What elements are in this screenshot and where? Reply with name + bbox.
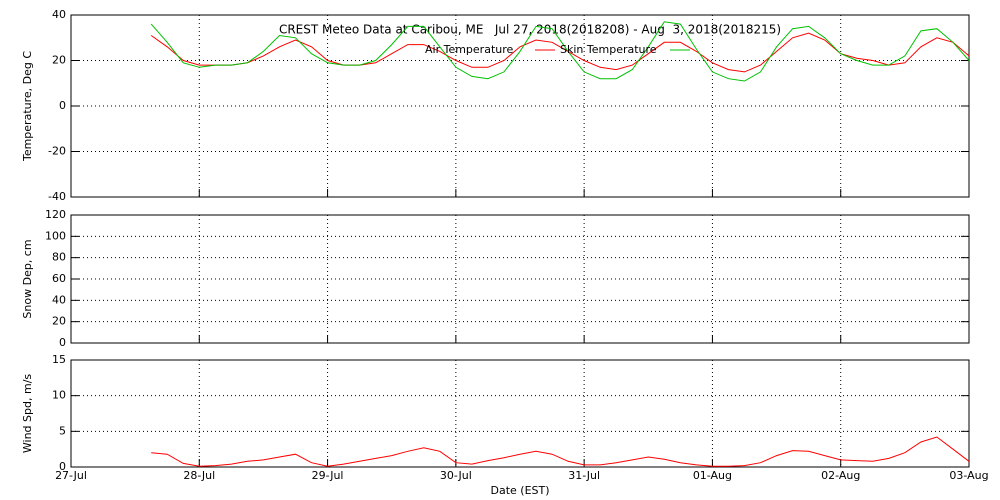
y-tick-label: 20 — [52, 54, 66, 67]
chart-title: CREST Meteo Data at Caribou, ME Jul 27, … — [279, 23, 781, 37]
x-axis-title: Date (EST) — [490, 484, 549, 497]
x-tick-label: 30-Jul — [440, 469, 472, 482]
x-tick-label: 01-Aug — [693, 469, 732, 482]
x-tick-label: 28-Jul — [183, 469, 215, 482]
y-axis-title: Temperature, Deg C — [21, 51, 34, 162]
x-tick-label: 29-Jul — [312, 469, 344, 482]
data-line — [150, 21, 970, 82]
y-axis-title: Snow Dep, cm — [21, 239, 34, 318]
legend-label: Air Temperature — [425, 43, 514, 56]
y-tick-label: 15 — [52, 353, 66, 366]
y-tick-label: 100 — [45, 229, 66, 242]
y-tick-label: -20 — [48, 145, 66, 158]
x-tick-label: 27-Jul — [55, 469, 87, 482]
y-tick-label: 80 — [52, 251, 66, 264]
y-tick-label: 0 — [59, 336, 66, 349]
y-tick-label: 0 — [59, 99, 66, 112]
y-tick-label: 40 — [52, 8, 66, 21]
y-tick-label: 40 — [52, 293, 66, 306]
y-axis-title: Wind Spd, m/s — [21, 374, 34, 454]
y-tick-label: 120 — [45, 208, 66, 221]
x-tick-label: 03-Aug — [949, 469, 988, 482]
y-tick-label: 60 — [52, 272, 66, 285]
y-tick-label: -40 — [48, 190, 66, 203]
y-tick-label: 10 — [52, 389, 66, 402]
x-tick-label: 31-Jul — [568, 469, 600, 482]
data-line — [150, 32, 970, 73]
plot-frame — [70, 359, 970, 468]
y-tick-label: 0 — [59, 460, 66, 473]
data-line — [151, 436, 970, 467]
legend-label: Skin Temperature — [560, 43, 657, 56]
y-tick-label: 20 — [52, 315, 66, 328]
y-tick-label: 5 — [59, 424, 66, 437]
x-tick-label: 02-Aug — [821, 469, 860, 482]
